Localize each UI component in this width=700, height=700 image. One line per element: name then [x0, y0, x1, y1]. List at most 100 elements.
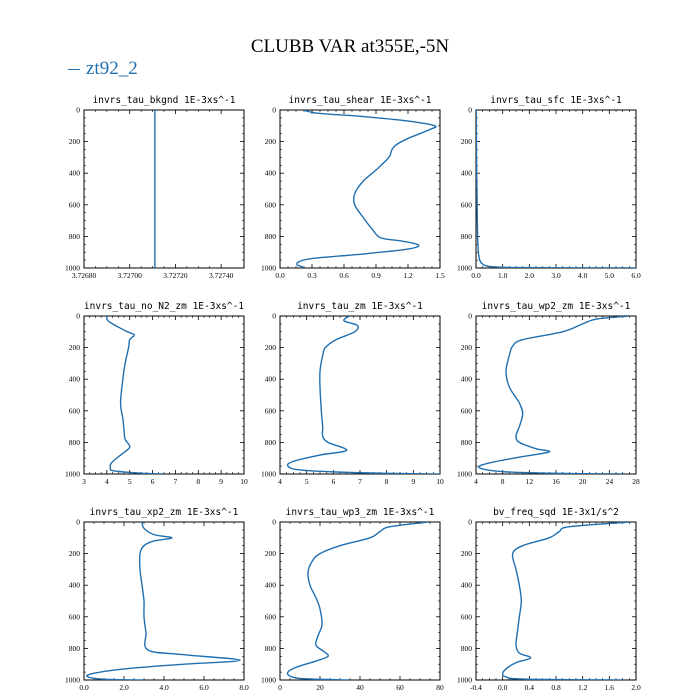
chart-panel-9: bv_freq_sqd 1E-3x1/s^2 -0.4 0.0 0.4 0.8 1.2 1.…	[457, 507, 641, 692]
y-tick-label: 200	[461, 343, 473, 352]
y-tick-label: 200	[69, 549, 81, 558]
x-tick-label: 20	[579, 477, 587, 486]
x-tick-label: 20	[316, 683, 324, 692]
y-tick-label: 0	[76, 106, 80, 115]
panel-title: invrs_tau_shear 1E-3xs^-1	[289, 95, 432, 106]
legend-line-icon	[68, 68, 80, 71]
panel-title: bv_freq_sqd 1E-3x1/s^2	[493, 507, 619, 518]
y-tick-label: 0	[468, 518, 472, 527]
y-tick-label: 400	[69, 375, 81, 384]
y-tick-label: 800	[461, 438, 473, 447]
plot-frame	[83, 109, 245, 269]
y-tick-label: 400	[69, 581, 81, 590]
chart-panel-3: invrs_tau_sfc 1E-3xs^-1 0.0 1.0 2.0 3.0 4.0 5.…	[457, 95, 641, 280]
x-tick-label: 7	[174, 477, 178, 486]
x-tick-label: 4.0	[159, 683, 169, 692]
panel-title: invrs_tau_sfc 1E-3xs^-1	[490, 95, 622, 106]
x-tick-label: 4.0	[578, 271, 588, 280]
y-tick-label: 1000	[65, 264, 80, 273]
y-tick-label: 1000	[261, 676, 276, 685]
y-tick-label: 600	[265, 406, 277, 415]
y-tick-label: 200	[69, 343, 81, 352]
y-tick-label: 0	[76, 312, 80, 321]
plot-frame	[83, 521, 245, 681]
legend: zt92_2	[68, 58, 138, 80]
series-line-zt92-2	[476, 110, 636, 268]
y-tick-label: 800	[265, 232, 277, 241]
x-tick-label: 8	[501, 477, 505, 486]
x-tick-label: 0	[278, 683, 282, 692]
x-tick-label: 6.0	[631, 271, 641, 280]
panel-title: invrs_tau_wp3_zm 1E-3xs^-1	[286, 507, 435, 518]
x-tick-label: 0.0	[79, 683, 89, 692]
series-line-zt92-2	[286, 522, 429, 680]
series-line-zt92-2	[501, 522, 630, 680]
x-tick-label: 7	[358, 477, 362, 486]
x-tick-label: 3.72680	[72, 271, 97, 280]
x-tick-label: -0.4	[470, 683, 482, 692]
y-tick-label: 800	[265, 438, 277, 447]
x-tick-label: 10	[436, 477, 444, 486]
y-tick-label: 800	[265, 644, 277, 653]
x-tick-label: 0.3	[307, 271, 317, 280]
panel-title: invrs_tau_zm 1E-3xs^-1	[297, 301, 423, 312]
x-tick-label: 6.0	[199, 683, 209, 692]
y-tick-label: 600	[69, 200, 81, 209]
chart-panel-6: invrs_tau_wp2_zm 1E-3xs^-1 4 8 12 16 20 24 28 0 2…	[457, 301, 640, 486]
x-tick-label: 5	[305, 477, 309, 486]
x-tick-label: 6	[151, 477, 155, 486]
chart-panel-8: invrs_tau_wp3_zm 1E-3xs^-10 20 40 60 8002004…	[261, 507, 444, 692]
x-tick-label: 0.6	[339, 271, 349, 280]
chart-panel-2: invrs_tau_shear 1E-3xs^-1 0.0 0.3 0.6 0.9 1.2…	[261, 95, 445, 280]
x-tick-label: 1.0	[498, 271, 508, 280]
y-tick-label: 1000	[261, 264, 276, 273]
series-line-zt92-2	[106, 316, 165, 474]
x-tick-label: 3.0	[551, 271, 561, 280]
plot-frame	[279, 315, 441, 475]
legend-series-name: zt92_2	[86, 58, 138, 79]
x-tick-label: 2.0	[525, 271, 535, 280]
y-tick-label: 200	[69, 137, 81, 146]
y-tick-label: 400	[265, 581, 277, 590]
y-tick-label: 0	[76, 518, 80, 527]
y-tick-label: 800	[69, 644, 81, 653]
plot-frame	[475, 521, 637, 681]
x-tick-label: 0.0	[471, 271, 481, 280]
x-tick-label: 9	[411, 477, 415, 486]
series-line-zt92-2	[86, 522, 241, 680]
x-tick-label: 3.72740	[209, 271, 234, 280]
y-tick-label: 600	[265, 612, 277, 621]
y-tick-label: 600	[265, 200, 277, 209]
x-tick-label: 1.2	[578, 683, 588, 692]
series-line-zt92-2	[478, 316, 630, 474]
x-tick-label: 3	[82, 477, 86, 486]
plot-frame	[279, 521, 441, 681]
y-tick-label: 0	[272, 106, 276, 115]
y-tick-label: 200	[265, 137, 277, 146]
x-tick-label: 3.72720	[163, 271, 188, 280]
panel-title: invrs_tau_xp2_zm 1E-3xs^-1	[90, 507, 239, 518]
x-tick-label: 2.0	[119, 683, 129, 692]
x-tick-label: 80	[436, 683, 444, 692]
y-tick-label: 600	[461, 406, 473, 415]
y-tick-label: 400	[461, 375, 473, 384]
x-tick-label: 5.0	[605, 271, 615, 280]
x-tick-label: 0.0	[498, 683, 508, 692]
y-tick-label: 200	[265, 343, 277, 352]
x-tick-label: 0.9	[371, 271, 381, 280]
panel-title: invrs_tau_no_N2_zm 1E-3xs^-1	[84, 301, 244, 312]
x-tick-label: 4	[278, 477, 282, 486]
x-tick-label: 1.5	[435, 271, 445, 280]
x-tick-label: 8.0	[239, 683, 249, 692]
chart-panel-4: invrs_tau_no_N2_zm 1E-3xs^-1 3 4 5 6 7 8 9 10 0 20…	[65, 301, 248, 486]
y-tick-label: 1000	[457, 676, 472, 685]
y-tick-label: 800	[69, 232, 81, 241]
panel-title: invrs_tau_bkgnd 1E-3xs^-1	[93, 95, 236, 106]
y-tick-label: 200	[461, 549, 473, 558]
x-tick-label: 0.0	[275, 271, 285, 280]
y-tick-label: 400	[461, 169, 473, 178]
x-tick-label: 10	[240, 477, 248, 486]
y-tick-label: 600	[69, 612, 81, 621]
y-tick-label: 0	[272, 518, 276, 527]
